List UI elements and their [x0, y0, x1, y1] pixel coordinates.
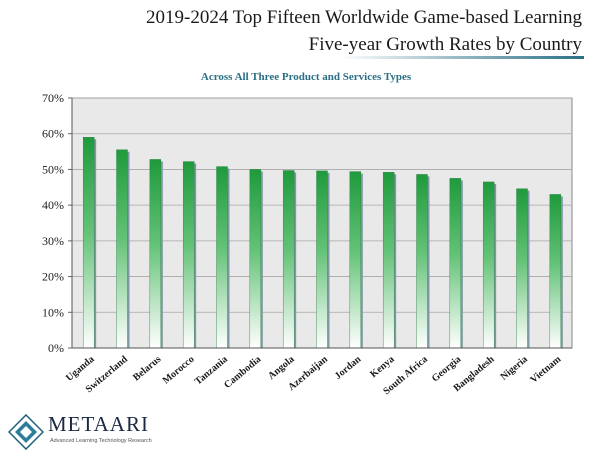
- x-tick-label: Nigeria: [499, 354, 530, 383]
- y-tick-label: 20%: [42, 270, 64, 284]
- y-tick-label: 70%: [42, 91, 64, 105]
- bar: [116, 149, 128, 349]
- bar: [182, 161, 195, 349]
- bar: [516, 188, 528, 349]
- y-tick-label: 30%: [42, 234, 64, 248]
- y-tick-label: 0%: [48, 341, 64, 355]
- x-tick-label: Jordan: [333, 354, 364, 382]
- bar: [82, 137, 95, 349]
- bar: [149, 159, 162, 349]
- logo-name: METAARI: [48, 412, 149, 436]
- y-tick-label: 40%: [42, 198, 64, 212]
- title-line-2: Five-year Growth Rates by Country: [308, 34, 582, 55]
- y-tick-label: 10%: [42, 305, 64, 319]
- y-tick-label: 60%: [42, 127, 64, 141]
- logo-tagline: Advanced Learning Technology Research: [50, 438, 152, 444]
- bar: [316, 170, 328, 349]
- x-tick-label: Morocco: [161, 354, 197, 387]
- metaari-logo: METAARI Advanced Learning Technology Res…: [8, 412, 188, 452]
- bar: [382, 172, 395, 349]
- bar: [549, 194, 562, 349]
- x-tick-label: Kenya: [368, 354, 396, 380]
- x-tick-label: Belarus: [131, 354, 163, 384]
- bar: [282, 170, 295, 349]
- y-tick-label: 50%: [42, 162, 64, 176]
- title-line-1: 2019-2024 Top Fifteen Worldwide Game-bas…: [146, 7, 582, 28]
- chart-subtitle: Across All Three Product and Services Ty…: [201, 71, 412, 83]
- x-tick-label: Vietnam: [528, 353, 563, 385]
- logo-diamond-icon: [8, 414, 44, 450]
- title-underline: [340, 56, 584, 59]
- bar: [249, 169, 262, 349]
- x-tick-label: Cambodia: [222, 354, 263, 391]
- bar: [449, 178, 462, 349]
- bar: [482, 181, 495, 349]
- bar: [416, 174, 428, 349]
- x-tick-label: Angola: [266, 354, 296, 382]
- bar: [349, 171, 362, 349]
- chart-title: 2019-2024 Top Fifteen Worldwide Game-bas…: [146, 4, 582, 58]
- bar: [216, 166, 228, 349]
